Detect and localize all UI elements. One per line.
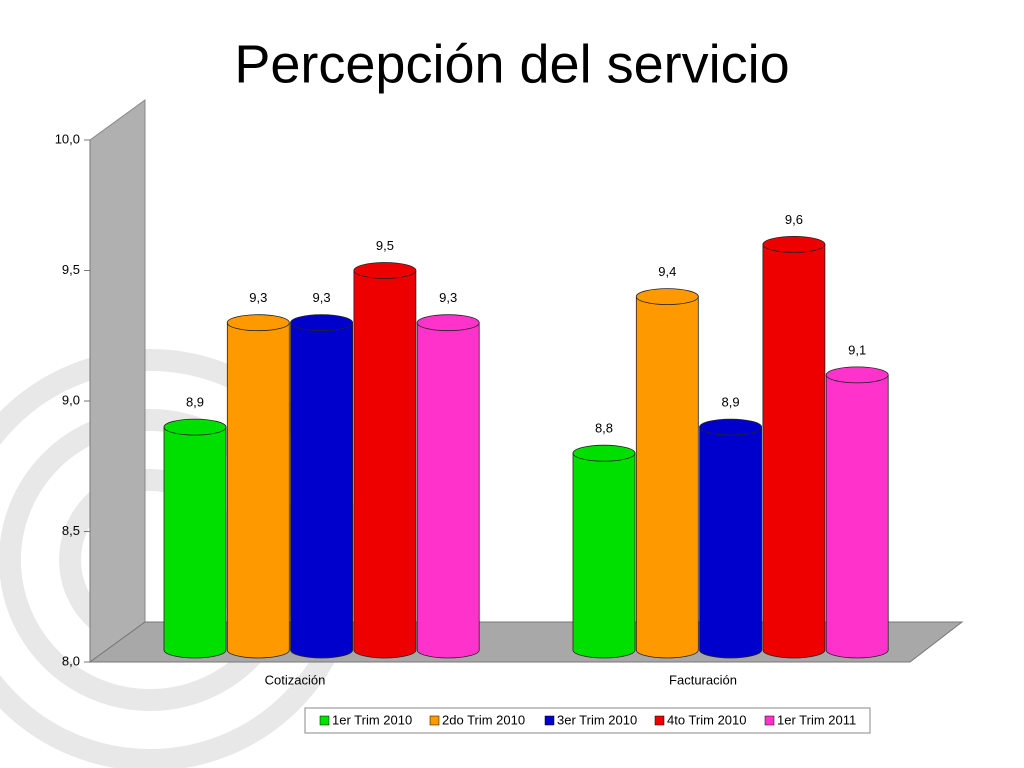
cylinder-top bbox=[353, 262, 417, 279]
data-label: 9,3 bbox=[439, 290, 457, 305]
data-label: 9,4 bbox=[658, 264, 676, 279]
cylinder-top bbox=[635, 288, 699, 306]
cylinder-top bbox=[762, 235, 826, 253]
cylinder-top bbox=[416, 314, 480, 332]
back-wall bbox=[89, 99, 146, 663]
legend-label: 4to Trim 2010 bbox=[667, 712, 747, 727]
y-tick-label: 9,5 bbox=[62, 262, 80, 277]
data-label: 8,8 bbox=[595, 421, 613, 436]
legend-swatch bbox=[654, 715, 665, 726]
bar bbox=[163, 426, 227, 659]
data-label: 9,3 bbox=[313, 290, 331, 305]
y-tick-label: 9,0 bbox=[62, 392, 80, 407]
y-tick-label: 10,0 bbox=[55, 131, 80, 146]
y-tick-label: 8,5 bbox=[62, 523, 80, 538]
bar bbox=[572, 452, 636, 659]
data-label: 9,3 bbox=[249, 290, 267, 305]
legend-label: 1er Trim 2010 bbox=[332, 712, 412, 727]
legend-label: 1er Trim 2011 bbox=[777, 712, 856, 727]
bar bbox=[635, 296, 699, 659]
cylinder-top bbox=[572, 444, 636, 462]
legend-swatch bbox=[429, 715, 440, 726]
bar bbox=[416, 322, 480, 659]
bar bbox=[699, 426, 762, 659]
bar bbox=[353, 270, 417, 659]
legend bbox=[304, 707, 871, 734]
data-label: 9,5 bbox=[376, 238, 394, 253]
bar bbox=[290, 322, 353, 659]
legend-swatch bbox=[319, 715, 330, 726]
cylinder-top bbox=[825, 366, 889, 384]
y-tick-label: 8,0 bbox=[62, 653, 80, 668]
legend-swatch bbox=[764, 715, 775, 726]
legend-swatch bbox=[544, 715, 555, 726]
cylinder-top bbox=[163, 418, 227, 436]
x-tick-label: Facturación bbox=[669, 672, 737, 687]
data-label: 9,1 bbox=[848, 342, 866, 357]
data-label: 8,9 bbox=[186, 395, 204, 410]
legend-label: 2do Trim 2010 bbox=[442, 712, 525, 727]
legend-label: 3er Trim 2010 bbox=[557, 712, 637, 727]
data-label: 8,9 bbox=[722, 395, 740, 410]
x-tick-label: Cotización bbox=[265, 672, 326, 687]
cylinder-top bbox=[226, 314, 290, 332]
bar bbox=[762, 244, 826, 659]
cylinder-top bbox=[699, 418, 762, 436]
bar bbox=[226, 322, 290, 659]
bar bbox=[825, 374, 889, 659]
cylinder-top bbox=[290, 314, 354, 332]
chart-title: Percepción del servicio bbox=[234, 34, 789, 94]
data-label: 9,6 bbox=[785, 212, 803, 227]
